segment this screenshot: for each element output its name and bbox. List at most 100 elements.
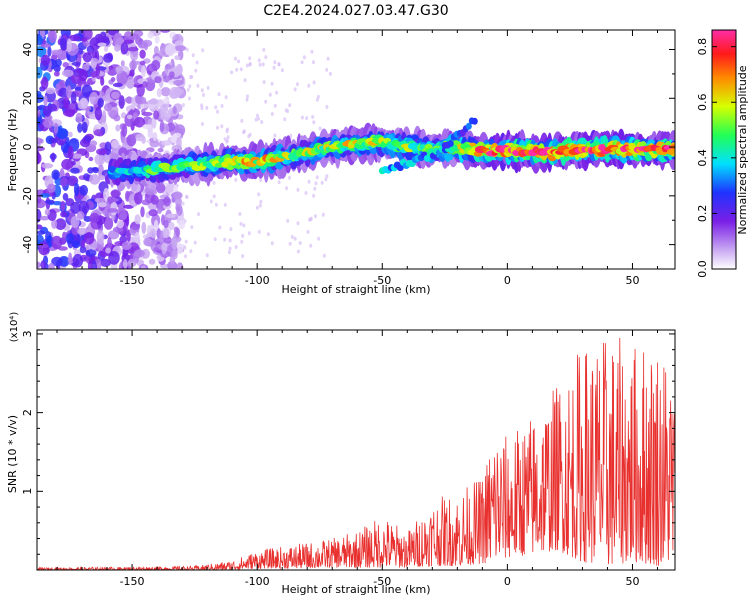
heatmap-cell <box>106 208 119 213</box>
heatmap-cell <box>89 212 100 223</box>
heatmap-cell <box>189 75 193 80</box>
heatmap-cell <box>313 186 317 191</box>
heatmap-cell <box>165 43 176 57</box>
heatmap-cell <box>96 148 108 156</box>
heatmap-cell <box>235 67 239 72</box>
heatmap-cell <box>150 194 159 205</box>
heatmap-cell <box>165 64 172 70</box>
heatmap-cell <box>194 68 198 73</box>
heatmap-cell <box>218 225 222 230</box>
heatmap-cell <box>70 91 77 105</box>
heatmap-cell <box>248 56 252 61</box>
heatmap-cell <box>248 62 252 67</box>
snr-xtick-label: -150 <box>120 575 145 588</box>
heatmap-cell <box>115 65 123 74</box>
heatmap-cell <box>242 129 246 134</box>
heatmap-cell <box>107 236 112 251</box>
heatmap-cell <box>257 116 261 121</box>
spectrogram-ytick-label: -20 <box>21 187 34 205</box>
heatmap-cell <box>82 63 90 71</box>
heatmap-cell <box>40 260 46 269</box>
heatmap-cell <box>312 120 316 125</box>
heatmap-cell <box>260 120 264 124</box>
spectrogram-xtick-label: 0 <box>504 274 511 287</box>
heatmap-cell <box>172 191 183 200</box>
heatmap-cell <box>206 85 210 90</box>
heatmap-cell <box>247 231 251 236</box>
heatmap-cell <box>147 103 156 110</box>
colorbar-tick-label: 0.4 <box>696 149 709 167</box>
heatmap-cell <box>447 140 454 147</box>
heatmap-cell <box>193 240 197 245</box>
heatmap-cell <box>78 69 88 82</box>
heatmap-cell <box>123 259 128 269</box>
heatmap-cell <box>229 227 233 231</box>
heatmap-cell <box>94 153 106 166</box>
heatmap-cell <box>300 60 304 65</box>
snr-x-axis-label: Height of straight line (km) <box>281 583 430 596</box>
heatmap-cell <box>83 135 92 142</box>
heatmap-cell <box>75 112 83 124</box>
heatmap-cell <box>667 148 675 155</box>
snr-xtick-label: -50 <box>373 575 391 588</box>
heatmap-cell <box>311 115 315 119</box>
heatmap-cell <box>165 213 176 219</box>
heatmap-cell <box>47 183 56 193</box>
heatmap-cell <box>159 120 165 132</box>
heatmap-cell <box>50 49 62 56</box>
heatmap-cell <box>68 252 73 266</box>
heatmap-cell <box>257 58 261 63</box>
heatmap-marks <box>37 30 675 269</box>
spectrogram-ytick-label: 40 <box>21 43 34 57</box>
heatmap-cell <box>163 97 170 104</box>
heatmap-cell <box>261 62 265 67</box>
heatmap-cell <box>298 241 302 245</box>
heatmap-cell <box>293 87 297 92</box>
heatmap-cell <box>90 71 98 78</box>
heatmap-cell <box>136 96 147 105</box>
heatmap-cell <box>160 112 171 121</box>
heatmap-cell <box>272 65 276 70</box>
heatmap-cell <box>154 76 162 84</box>
heatmap-cell <box>307 179 311 184</box>
spectrogram-xtick-label: -100 <box>245 274 270 287</box>
heatmap-cell <box>105 216 111 227</box>
heatmap-cell <box>324 177 328 182</box>
heatmap-cell <box>100 258 111 267</box>
heatmap-cell <box>234 177 238 182</box>
heatmap-cell <box>134 214 141 225</box>
heatmap-cell <box>154 35 160 44</box>
heatmap-cell <box>70 215 80 228</box>
colorbar-frame <box>711 29 737 270</box>
heatmap-cell <box>173 226 179 234</box>
heatmap-cell <box>58 87 69 98</box>
heatmap-cell <box>41 76 49 90</box>
heatmap-cell <box>156 88 162 98</box>
heatmap-cell <box>312 60 315 65</box>
heatmap-cell <box>225 129 229 134</box>
heatmap-cell <box>81 121 88 134</box>
heatmap-cell <box>212 194 216 199</box>
heatmap-cell <box>92 167 99 174</box>
heatmap-cell <box>113 32 123 47</box>
heatmap-cell <box>115 124 121 132</box>
heatmap-cell <box>107 67 118 76</box>
spectrogram-xtick-label: -150 <box>120 274 145 287</box>
heatmap-cell <box>82 52 93 63</box>
heatmap-cell <box>306 229 310 234</box>
heatmap-cell <box>102 95 109 101</box>
heatmap-cell <box>94 106 102 121</box>
heatmap-cell <box>134 249 145 258</box>
heatmap-cell <box>141 65 146 78</box>
heatmap-cell <box>191 53 195 58</box>
heatmap-cell <box>296 187 300 192</box>
spectrogram-frame <box>36 29 676 270</box>
heatmap-cell <box>315 175 319 180</box>
heatmap-cell <box>111 91 120 100</box>
heatmap-cell <box>255 205 259 210</box>
heatmap-cell <box>185 194 188 199</box>
heatmap-cell <box>213 237 217 242</box>
spectrogram-ticks: -150 -100 -50 0 50 -40 -20 0 20 40 <box>21 30 675 287</box>
heatmap-cell <box>107 196 114 204</box>
heatmap-cell <box>162 228 170 239</box>
